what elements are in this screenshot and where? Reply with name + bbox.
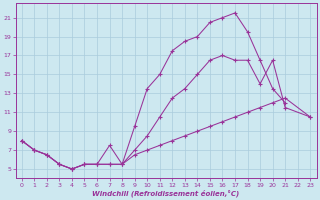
X-axis label: Windchill (Refroidissement éolien,°C): Windchill (Refroidissement éolien,°C) (92, 189, 240, 197)
